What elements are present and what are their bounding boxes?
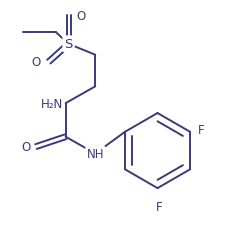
- Text: F: F: [156, 200, 163, 213]
- Text: O: O: [32, 56, 41, 69]
- Text: O: O: [22, 140, 31, 153]
- Text: NH: NH: [87, 147, 104, 160]
- Text: S: S: [64, 38, 73, 51]
- Text: F: F: [198, 124, 205, 137]
- Text: S: S: [64, 38, 73, 51]
- Text: H₂N: H₂N: [41, 97, 63, 110]
- Text: O: O: [77, 10, 86, 23]
